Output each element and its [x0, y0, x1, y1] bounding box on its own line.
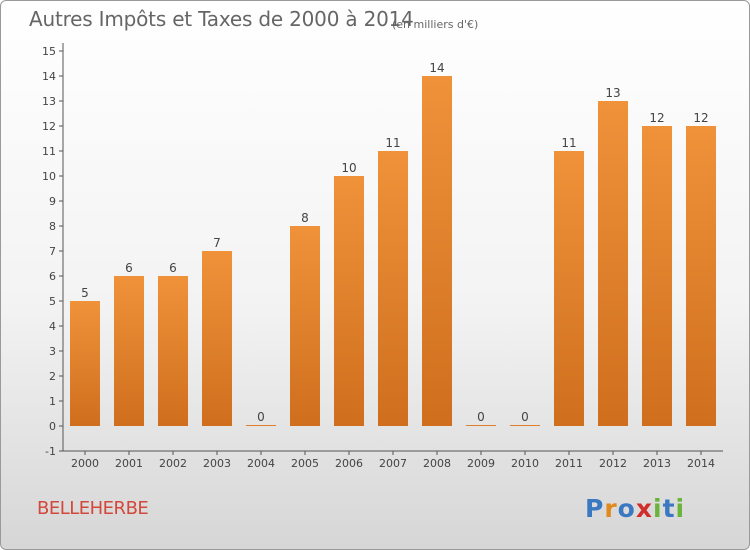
- data-label-2010: 0: [521, 410, 529, 424]
- data-label-2012: 13: [605, 86, 620, 100]
- x-tick-label-2008: 2008: [423, 457, 451, 470]
- x-tick-label-2012: 2012: [599, 457, 627, 470]
- x-tick-label-2014: 2014: [687, 457, 715, 470]
- bar-2010: [510, 425, 540, 426]
- x-tick-label-2007: 2007: [379, 457, 407, 470]
- data-labels: 5 6 6 7 0 8 10 11 14 0 0 11 13 12 12: [81, 61, 708, 424]
- y-tick-label: 9: [49, 195, 56, 208]
- y-tick-label: 0: [49, 420, 56, 433]
- y-tick-label: 10: [42, 170, 56, 183]
- y-tick-label: 12: [42, 120, 56, 133]
- bar-2008: [422, 76, 452, 426]
- bar-2009: [466, 425, 496, 426]
- data-label-2004: 0: [257, 410, 265, 424]
- bar-2000: [70, 301, 100, 426]
- bar-2007: [378, 151, 408, 426]
- y-tick-label: 14: [42, 70, 56, 83]
- bars: [70, 76, 716, 426]
- x-tick-label-2002: 2002: [159, 457, 187, 470]
- data-label-2003: 7: [213, 236, 221, 250]
- proxiti-logo: Proxiti: [585, 494, 685, 523]
- x-tick-label-2009: 2009: [467, 457, 495, 470]
- logo-letter: r: [604, 494, 617, 523]
- data-label-2009: 0: [477, 410, 485, 424]
- logo-letter: x: [636, 494, 653, 523]
- y-tick-label: 8: [49, 220, 56, 233]
- y-tick-label: 13: [42, 95, 56, 108]
- logo-letter: i: [653, 494, 663, 523]
- x-tick-label-2010: 2010: [511, 457, 539, 470]
- data-label-2005: 8: [301, 211, 309, 225]
- commune-name: BELLEHERBE: [37, 498, 149, 519]
- data-label-2002: 6: [169, 261, 177, 275]
- bar-2001: [114, 276, 144, 426]
- x-tick-label-2006: 2006: [335, 457, 363, 470]
- data-label-2007: 11: [385, 136, 400, 150]
- chart-title: Autres Impôts et Taxes de 2000 à 2014: [29, 7, 414, 31]
- y-tick-label: 11: [42, 145, 56, 158]
- x-tick-label-2004: 2004: [247, 457, 275, 470]
- x-tick-label-2005: 2005: [291, 457, 319, 470]
- svg-text:Proxiti: Proxiti: [585, 494, 685, 523]
- data-label-2014: 12: [693, 111, 708, 125]
- logo-letter: i: [676, 494, 686, 523]
- bar-2012: [598, 101, 628, 426]
- x-tick-label-2000: 2000: [71, 457, 99, 470]
- bar-2005: [290, 226, 320, 426]
- bar-2013: [642, 126, 672, 426]
- logo-letter: o: [618, 494, 636, 523]
- y-tick-label: 2: [49, 370, 56, 383]
- data-label-2011: 11: [561, 136, 576, 150]
- bar-2003: [202, 251, 232, 426]
- x-tick-label-2003: 2003: [203, 457, 231, 470]
- unit-note: (en milliers d'€): [392, 18, 479, 31]
- logo-letter: P: [585, 494, 604, 523]
- data-label-2001: 6: [125, 261, 133, 275]
- x-tick-label-2011: 2011: [555, 457, 583, 470]
- bar-2014: [686, 126, 716, 426]
- x-tick-label-2001: 2001: [115, 457, 143, 470]
- data-label-2008: 14: [429, 61, 444, 75]
- data-label-2006: 10: [341, 161, 356, 175]
- y-tick-label: 15: [42, 45, 56, 58]
- y-tick-label: 4: [49, 320, 56, 333]
- logo-letter: t: [663, 494, 676, 523]
- y-tick-label: 3: [49, 345, 56, 358]
- data-label-2000: 5: [81, 286, 89, 300]
- y-tick-label: 7: [49, 245, 56, 258]
- bar-2011: [554, 151, 584, 426]
- bar-2002: [158, 276, 188, 426]
- bar-2006: [334, 176, 364, 426]
- y-tick-label: 1: [49, 395, 56, 408]
- y-tick-label: 5: [49, 295, 56, 308]
- data-label-2013: 12: [649, 111, 664, 125]
- bar-2004: [246, 425, 276, 426]
- x-tick-label-2013: 2013: [643, 457, 671, 470]
- y-tick-label: 6: [49, 270, 56, 283]
- y-tick-label: -1: [45, 445, 56, 458]
